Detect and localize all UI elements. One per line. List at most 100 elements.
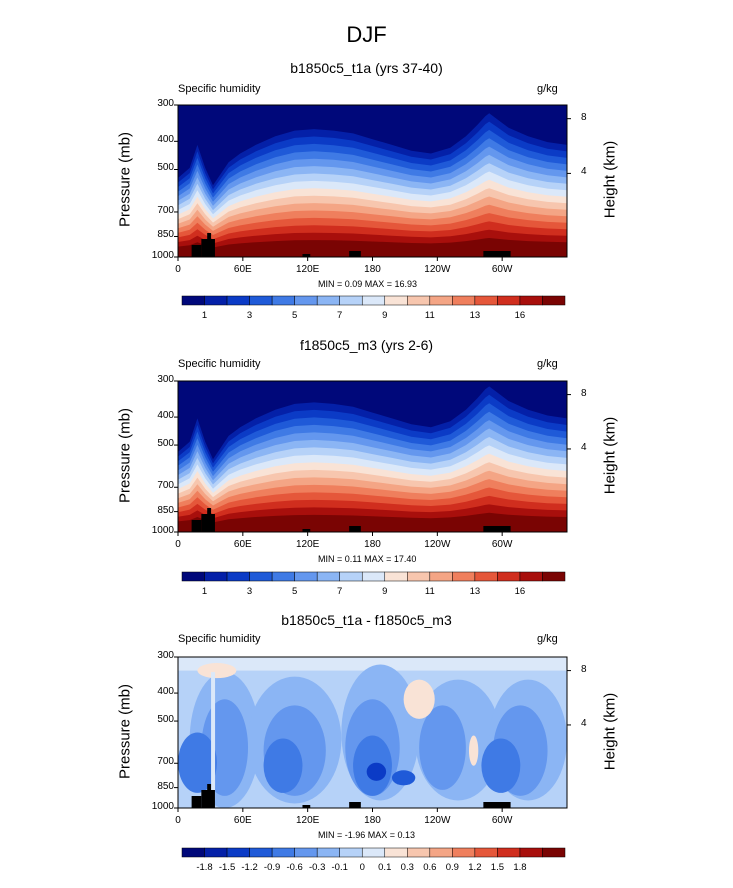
colorbar-swatch	[204, 571, 228, 582]
colorbar-swatch	[226, 847, 250, 858]
units-label: g/kg	[537, 83, 558, 95]
x-tick-label: 120E	[295, 815, 320, 826]
contour-band-16	[178, 512, 567, 532]
x-tick-label: 60W	[491, 539, 513, 550]
terrain-mask	[207, 508, 212, 532]
y-axis-right-title: Height (km)	[601, 140, 619, 219]
contour-blob	[419, 705, 466, 790]
y-tick-label: 700	[157, 756, 174, 768]
y-tick-label: 700	[157, 480, 174, 492]
y-tick-label: 850	[157, 229, 174, 241]
colorbar-label: 3	[246, 310, 253, 321]
min-max-label: MIN = 0.09 MAX = 16.93	[318, 279, 418, 289]
y-tick-label: 1000	[151, 801, 174, 812]
colorbar-label: 0.9	[445, 862, 459, 873]
colorbar-swatch	[361, 571, 386, 582]
x-tick-label: 0	[175, 264, 181, 275]
colorbar-label: 5	[291, 310, 298, 321]
x-tick-label: 60W	[491, 264, 513, 275]
y-right-tick-label: 4	[581, 717, 587, 729]
y-tick-label: 500	[157, 162, 174, 174]
y-tick-label: 300	[157, 650, 174, 661]
min-max-label: MIN = -1.96 MAX = 0.13	[318, 830, 416, 840]
y-axis-title: Pressure (mb)	[116, 683, 134, 779]
x-tick-label: 120W	[424, 264, 451, 275]
colorbar-swatch	[407, 571, 431, 582]
y-right-tick-label: 8	[581, 387, 587, 399]
variable-label: Specific humidity	[178, 633, 261, 645]
terrain-mask	[302, 529, 311, 532]
colorbar-swatch	[519, 571, 543, 582]
colorbar-label: 9	[382, 586, 388, 597]
variable-label: Specific humidity	[178, 83, 261, 95]
x-tick-label: 120W	[424, 539, 451, 550]
colorbar-swatch	[294, 295, 318, 306]
terrain-mask	[207, 233, 212, 257]
terrain-mask	[191, 520, 202, 532]
x-tick-label: 120E	[295, 264, 320, 275]
colorbar-swatch	[204, 847, 228, 858]
x-tick-label: 0	[175, 539, 181, 550]
colorbar-label: 1	[201, 310, 208, 321]
y-axis-title: Pressure (mb)	[116, 407, 134, 503]
y-axis-right-title: Height (km)	[601, 692, 619, 770]
contour-band-top	[178, 657, 567, 671]
terrain-mask	[349, 802, 361, 808]
colorbar-label: -0.3	[308, 862, 326, 873]
colorbar-swatch	[429, 295, 453, 306]
colorbar-swatch	[271, 295, 295, 306]
colorbar-swatch	[271, 571, 295, 582]
y-tick-label: 400	[157, 410, 174, 422]
y-tick-label: 300	[157, 98, 174, 109]
x-tick-label: 60E	[233, 815, 252, 826]
y-tick-label: 400	[157, 686, 174, 698]
colorbar-label: 0.6	[423, 862, 437, 873]
colorbar-swatch	[204, 295, 228, 306]
contour-field-3	[178, 657, 567, 808]
panel-title: b1850c5_t1a - f1850c5_m3	[281, 612, 452, 628]
colorbar-swatch	[407, 847, 431, 858]
colorbar-swatch	[474, 571, 498, 582]
colorbar-swatch	[474, 847, 498, 858]
colorbar-label: -1.2	[241, 862, 258, 873]
colorbar-label: 13	[469, 586, 481, 597]
colorbar-swatch	[316, 847, 340, 858]
contour-blob-positive	[403, 679, 435, 719]
colorbar-swatch	[316, 571, 340, 582]
panel-title: b1850c5_t1a (yrs 37-40)	[290, 60, 443, 76]
contour-blob-positive	[197, 663, 237, 679]
contour-blob-positive	[468, 735, 479, 766]
terrain-mask	[191, 796, 202, 808]
colorbar-label: -1.5	[218, 862, 236, 873]
units-label: g/kg	[537, 633, 558, 645]
y-tick-label: 1000	[151, 250, 174, 261]
y-tick-label: 500	[157, 714, 174, 726]
colorbar-label: 1	[201, 586, 208, 597]
colorbar-swatch	[384, 571, 408, 582]
colorbar-label: 9	[382, 310, 388, 321]
panel-title: f1850c5_m3 (yrs 2-6)	[299, 337, 434, 353]
colorbar-label: 7	[337, 586, 343, 597]
contour-field-1	[178, 105, 567, 257]
colorbar-label: 11	[424, 310, 435, 321]
colorbar-swatch	[429, 847, 453, 858]
colorbar-label: 3	[246, 586, 253, 597]
y-right-tick-label: 8	[581, 663, 587, 675]
x-tick-label: 180	[364, 264, 381, 275]
colorbar-swatch	[249, 571, 273, 582]
colorbar-label: -1.8	[196, 862, 213, 873]
terrain-mask	[207, 784, 212, 808]
y-tick-label: 500	[157, 438, 174, 450]
terrain-mask	[349, 526, 361, 532]
x-tick-label: 0	[175, 815, 181, 826]
terrain-mask	[191, 245, 202, 257]
y-right-tick-label: 4	[581, 441, 587, 453]
colorbar-swatch	[384, 295, 408, 306]
contour-blob	[263, 738, 303, 793]
contour-blob	[178, 732, 217, 793]
colorbar-label: 0	[359, 862, 365, 873]
colorbar-swatch	[452, 847, 476, 858]
colorbar-swatch	[497, 571, 521, 582]
colorbar-swatch	[542, 295, 566, 306]
